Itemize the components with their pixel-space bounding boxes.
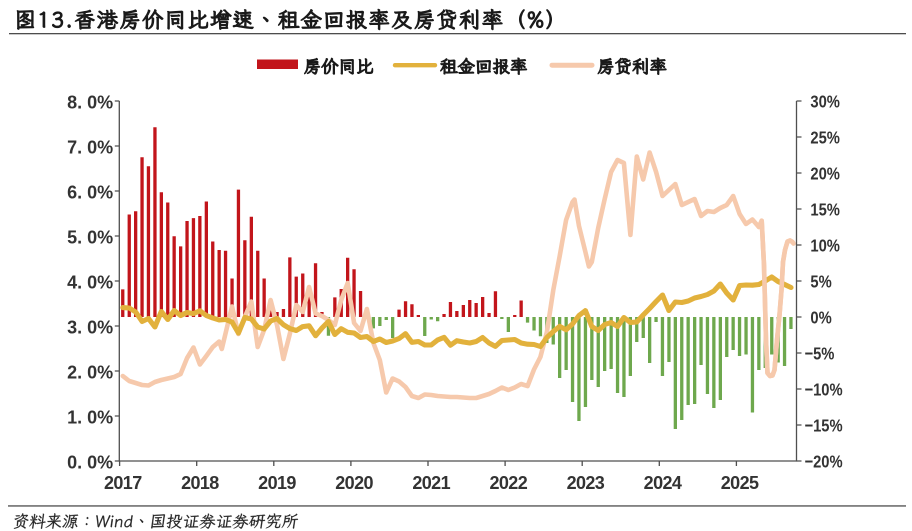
svg-text:1. 0%: 1. 0%	[67, 408, 113, 428]
svg-text:2017: 2017	[104, 473, 142, 493]
svg-text:0. 0%: 0. 0%	[67, 453, 113, 473]
svg-text:−20%: −20%	[805, 452, 843, 472]
svg-text:0%: 0%	[810, 308, 832, 328]
svg-text:−10%: −10%	[805, 380, 843, 400]
svg-text:4. 0%: 4. 0%	[67, 273, 113, 293]
svg-text:30%: 30%	[810, 92, 840, 112]
svg-text:−5%: −5%	[805, 344, 835, 364]
svg-text:2. 0%: 2. 0%	[67, 363, 113, 383]
svg-text:7. 0%: 7. 0%	[67, 138, 113, 158]
svg-text:−15%: −15%	[805, 416, 843, 436]
svg-text:2020: 2020	[335, 473, 373, 493]
svg-text:2025: 2025	[721, 473, 759, 493]
svg-text:6. 0%: 6. 0%	[67, 183, 113, 203]
svg-text:2023: 2023	[567, 473, 605, 493]
svg-text:2019: 2019	[258, 473, 296, 493]
svg-text:2018: 2018	[181, 473, 219, 493]
svg-text:5. 0%: 5. 0%	[67, 228, 113, 248]
svg-text:3. 0%: 3. 0%	[67, 318, 113, 338]
svg-text:10%: 10%	[810, 236, 840, 256]
svg-text:5%: 5%	[810, 272, 832, 292]
svg-text:15%: 15%	[810, 200, 840, 220]
svg-text:25%: 25%	[810, 128, 840, 148]
svg-text:2024: 2024	[644, 473, 682, 493]
svg-text:2021: 2021	[412, 473, 450, 493]
svg-text:20%: 20%	[810, 164, 840, 184]
svg-text:8. 0%: 8. 0%	[67, 93, 113, 113]
svg-text:2022: 2022	[489, 473, 527, 493]
